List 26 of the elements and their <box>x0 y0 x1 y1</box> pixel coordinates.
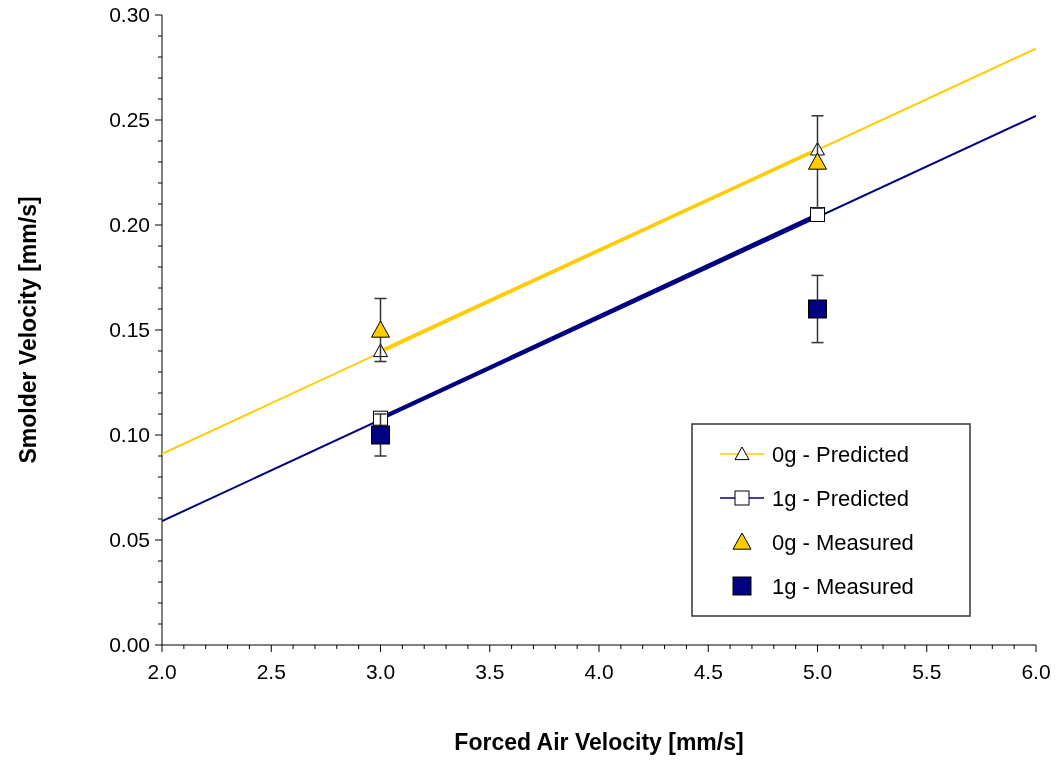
legend-label: 1g - Predicted <box>772 485 909 511</box>
legend-label: 0g - Measured <box>772 529 914 555</box>
point <box>808 152 827 170</box>
point <box>371 425 390 445</box>
point <box>371 320 390 338</box>
x-tick-label: 4.5 <box>693 660 723 683</box>
y-tick-label: 0.05 <box>109 528 150 552</box>
x-tick-label: 4.0 <box>584 660 614 683</box>
x-tick-label: 2.0 <box>147 660 177 683</box>
x-tick-label: 5.0 <box>802 660 833 683</box>
y-tick-label: 0.25 <box>109 108 150 132</box>
x-tick-label: 6.0 <box>1021 660 1051 683</box>
y-tick-label: 0.15 <box>109 318 150 342</box>
x-tick-label: 5.5 <box>912 660 942 683</box>
legend-label: 1g - Measured <box>772 573 914 599</box>
x-axis-title: Forced Air Velocity [mm/s] <box>454 729 744 755</box>
y-tick-label: 0.20 <box>109 213 150 237</box>
point <box>808 299 827 319</box>
x-tick-label: 3.0 <box>365 660 396 683</box>
y-tick-label: 0.10 <box>109 423 150 447</box>
x-tick-label: 3.5 <box>475 660 505 683</box>
x-tick-label: 2.5 <box>256 660 286 683</box>
y-axis-title: Smolder Velocity [mm/s] <box>15 196 41 464</box>
y-tick-label: 0.00 <box>109 633 150 657</box>
legend-label: 0g - Predicted <box>772 441 909 467</box>
y-tick-label: 0.30 <box>109 3 150 27</box>
